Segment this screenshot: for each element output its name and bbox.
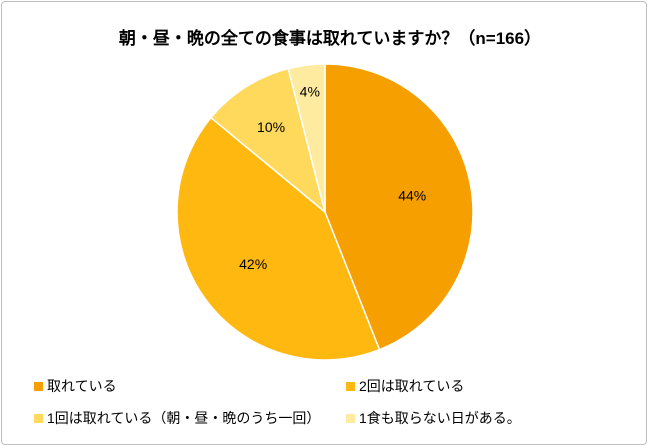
legend-label: 2回は取れている [359,378,465,394]
legend-label: 取れている [47,378,117,394]
pie-slice-1 [176,116,381,361]
legend-swatch [346,413,355,423]
legend-swatch [346,381,355,391]
legend-item-3: 1食も取らない日がある。 [346,408,521,428]
data-label-0: 44% [398,187,426,203]
data-label-2: 10% [257,119,285,135]
pie-slice-2 [209,67,327,215]
data-label-1: 42% [239,256,267,272]
legend-swatch [34,381,43,391]
legend-swatch [34,413,43,423]
legend-label: 1食も取らない日がある。 [359,410,521,426]
pie-slice-3 [287,63,326,213]
legend-item-1: 2回は取れている [346,376,464,396]
legend-item-0: 取れている [34,376,117,396]
chart-title: 朝・昼・晩の全ての食事は取れていますか？（n=166） [118,29,542,48]
data-label-3: 4% [300,84,320,100]
legend-label: 1回は取れている（朝・昼・晩のうち一回） [47,410,321,426]
pie-slice-0 [324,63,474,351]
legend-item-2: 1回は取れている（朝・昼・晩のうち一回） [34,408,320,428]
